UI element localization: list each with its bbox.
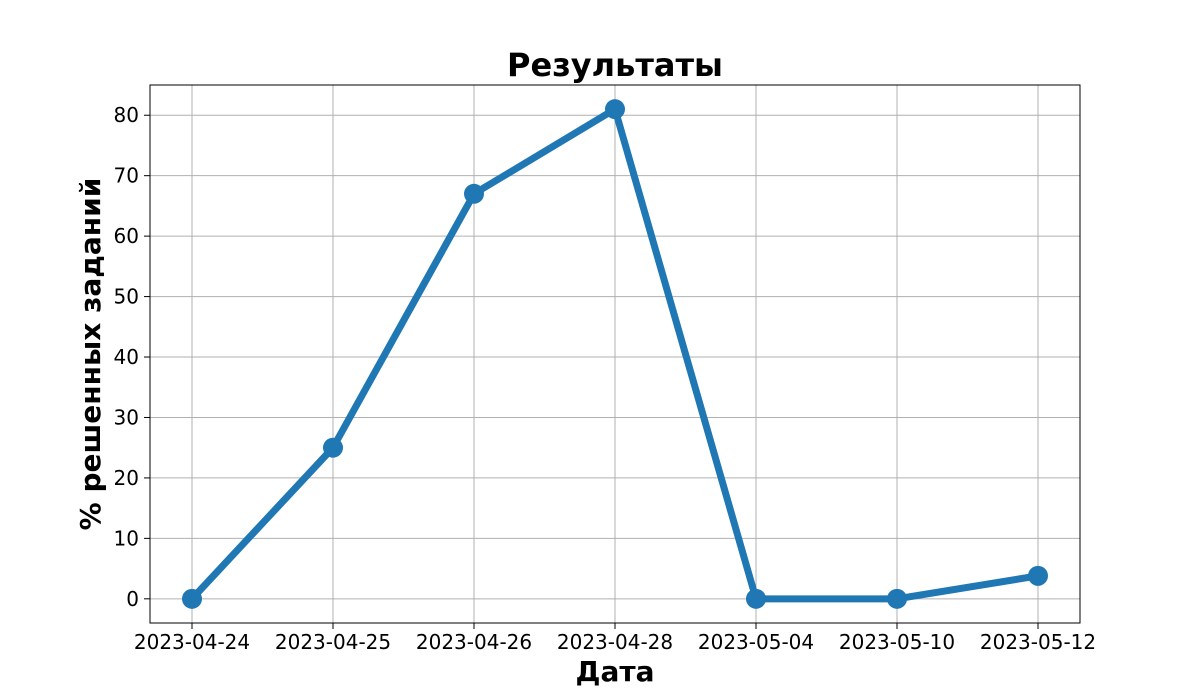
- x-tick-label: 2023-04-28: [557, 630, 673, 654]
- y-tick-label: 0: [126, 587, 139, 611]
- data-point: [464, 183, 484, 204]
- x-axis-ticks: 2023-04-24 2023-04-25 2023-04-26 2023-04-28…: [134, 623, 1096, 654]
- y-tick-label: 20: [114, 466, 139, 490]
- data-point: [746, 588, 766, 609]
- x-tick-label: 2023-04-24: [134, 630, 250, 654]
- y-tick-label: 30: [114, 405, 139, 429]
- x-axis-label: Дата: [576, 655, 655, 688]
- y-tick-label: 70: [114, 164, 139, 188]
- data-point: [323, 437, 343, 458]
- y-tick-label: 40: [114, 345, 139, 369]
- x-tick-label: 2023-04-26: [416, 630, 532, 654]
- data-point: [887, 588, 907, 609]
- data-point: [1028, 565, 1048, 586]
- y-tick-label: 50: [114, 285, 139, 309]
- x-tick-label: 2023-05-10: [839, 630, 955, 654]
- y-tick-label: 10: [114, 526, 139, 550]
- grid-layer: [150, 85, 1080, 623]
- y-axis-ticks: 0 10 20 30 40 50 60 70 80: [114, 103, 150, 611]
- data-point: [605, 99, 625, 120]
- y-tick-label: 80: [114, 103, 139, 127]
- series-layer: [182, 99, 1048, 609]
- chart-title: Результаты: [507, 46, 723, 84]
- y-axis-label: % решенных заданий: [74, 178, 107, 531]
- data-point: [182, 588, 202, 609]
- y-tick-label: 60: [114, 224, 139, 248]
- x-tick-label: 2023-05-12: [980, 630, 1096, 654]
- x-tick-label: 2023-05-04: [698, 630, 814, 654]
- x-tick-label: 2023-04-25: [275, 630, 391, 654]
